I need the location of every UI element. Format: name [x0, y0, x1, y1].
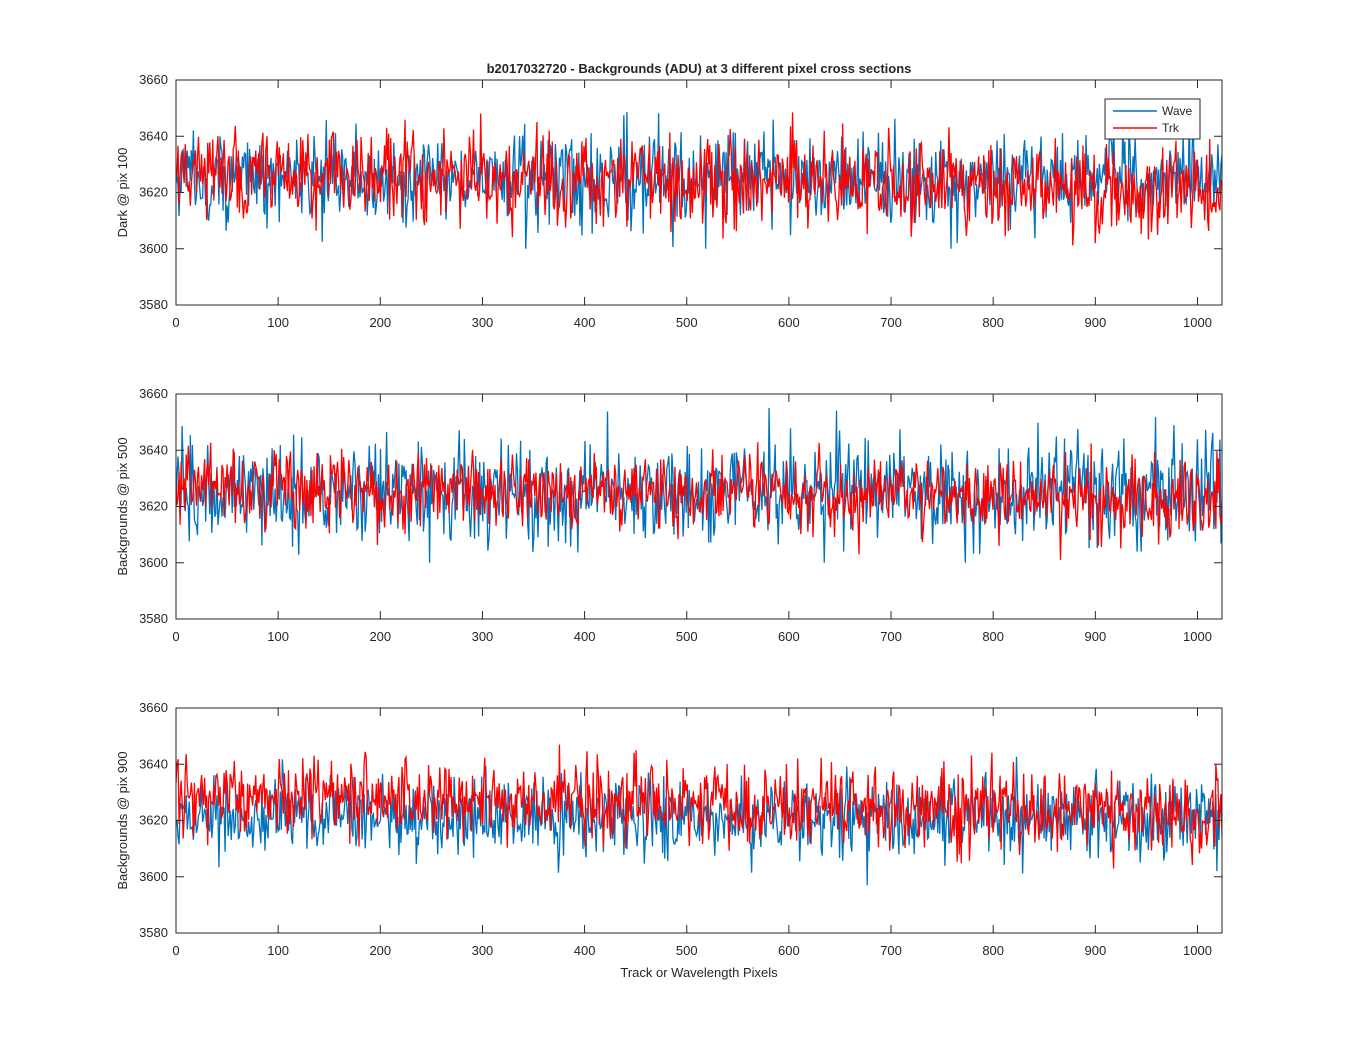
x-tick-label: 200 — [369, 629, 391, 644]
x-tick-label: 0 — [172, 943, 179, 958]
x-tick-label: 700 — [880, 315, 902, 330]
y-tick-label: 3660 — [139, 700, 168, 715]
subplot-backgrounds-pix-500: 0 100 200 300 400 500 600 700 800 900 1000 3580 3600… — [115, 386, 1223, 644]
x-tick-label: 400 — [574, 943, 596, 958]
x-tick-label: 800 — [982, 315, 1004, 330]
x-tick-label: 1000 — [1183, 629, 1212, 644]
figure-title: b2017032720 - Backgrounds (ADU) at 3 dif… — [487, 61, 912, 76]
y-tick-label: 3660 — [139, 72, 168, 87]
subplot-backgrounds-pix-900: 0 100 200 300 400 500 600 700 800 900 1000 3580 3600… — [115, 700, 1223, 958]
y-tick-label: 3580 — [139, 611, 168, 626]
x-tick-label: 800 — [982, 629, 1004, 644]
series-line-wave — [176, 107, 1222, 249]
x-tick-label: 500 — [676, 943, 698, 958]
x-tick-label: 700 — [880, 629, 902, 644]
x-tick-label: 600 — [778, 629, 800, 644]
x-tick-label: 300 — [472, 315, 494, 330]
legend: Wave Trk — [1104, 98, 1201, 140]
x-tick-label: 900 — [1084, 629, 1106, 644]
x-tick-label: 400 — [574, 629, 596, 644]
y-tick-label: 3580 — [139, 297, 168, 312]
x-tick-label: 600 — [778, 315, 800, 330]
y-tick-label: 3580 — [139, 925, 168, 940]
x-tick-label: 0 — [172, 315, 179, 330]
x-tick-label: 200 — [369, 315, 391, 330]
series-line-trk — [176, 112, 1222, 246]
y-tick-label: 3600 — [139, 555, 168, 570]
x-tick-label: 0 — [172, 629, 179, 644]
subplot-dark-pix-100: 0 100 200 300 400 500 600 700 800 900 1000 3580 3600… — [115, 72, 1223, 330]
legend-box — [1104, 98, 1201, 140]
x-tick-label: 700 — [880, 943, 902, 958]
y-axis-label: Backgrounds @ pix 500 — [115, 437, 130, 575]
series-line-trk — [176, 442, 1222, 560]
x-tick-label: 800 — [982, 943, 1004, 958]
x-tick-label: 100 — [267, 943, 289, 958]
y-tick-label: 3620 — [139, 185, 168, 200]
y-tick-label: 3640 — [139, 128, 168, 143]
x-tick-label: 1000 — [1183, 315, 1212, 330]
y-tick-label: 3640 — [139, 442, 168, 457]
legend-label-trk: Trk — [1162, 121, 1180, 135]
x-tick-label: 1000 — [1183, 943, 1212, 958]
x-tick-label: 500 — [676, 315, 698, 330]
x-tick-label: 900 — [1084, 315, 1106, 330]
series-line-trk — [176, 744, 1222, 869]
x-tick-label: 600 — [778, 943, 800, 958]
y-tick-label: 3620 — [139, 813, 168, 828]
legend-label-wave: Wave — [1162, 104, 1193, 118]
y-tick-label: 3660 — [139, 386, 168, 401]
y-tick-label: 3600 — [139, 869, 168, 884]
x-tick-label: 900 — [1084, 943, 1106, 958]
x-axis-label: Track or Wavelength Pixels — [620, 965, 778, 980]
x-tick-label: 200 — [369, 943, 391, 958]
x-tick-label: 100 — [267, 629, 289, 644]
y-axis-label: Backgrounds @ pix 900 — [115, 751, 130, 889]
y-tick-label: 3600 — [139, 241, 168, 256]
x-tick-label: 300 — [472, 629, 494, 644]
x-tick-label: 400 — [574, 315, 596, 330]
x-tick-label: 100 — [267, 315, 289, 330]
x-tick-label: 500 — [676, 629, 698, 644]
y-axis-label: Dark @ pix 100 — [115, 148, 130, 238]
x-tick-label: 300 — [472, 943, 494, 958]
y-tick-label: 3640 — [139, 756, 168, 771]
y-tick-label: 3620 — [139, 499, 168, 514]
